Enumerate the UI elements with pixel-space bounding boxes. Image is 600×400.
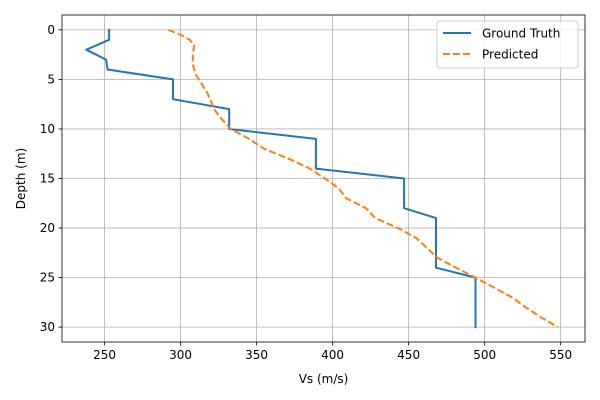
y-tick-label: 0 [47,23,55,37]
y-axis-ticks: 0 5 10 15 20 25 30 [40,23,62,334]
y-tick-label: 25 [40,271,55,285]
series-line-ground-truth [85,28,477,329]
x-tick-label: 300 [169,348,192,362]
y-axis-label: Depth (m) [14,148,28,209]
x-tick-label: 350 [245,348,268,362]
y-tick-label: 10 [40,122,55,136]
legend: Ground Truth Predicted [436,20,579,69]
legend-label-ground-truth: Ground Truth [482,27,560,41]
x-axis-ticks: 250 300 350 400 450 500 550 [93,342,572,362]
series-line-predicted [168,28,559,328]
x-tick-label: 500 [473,348,496,362]
x-tick-label: 250 [93,348,116,362]
x-tick-label: 400 [321,348,344,362]
legend-label-predicted: Predicted [482,48,538,62]
y-tick-label: 15 [40,172,55,186]
x-tick-label: 450 [397,348,420,362]
y-tick-label: 30 [40,320,55,334]
x-tick-label: 550 [549,348,572,362]
series-layer [85,28,559,329]
y-tick-label: 20 [40,221,55,235]
legend-box [436,20,579,69]
x-axis-label: Vs (m/s) [299,372,349,386]
y-tick-label: 5 [47,72,55,86]
